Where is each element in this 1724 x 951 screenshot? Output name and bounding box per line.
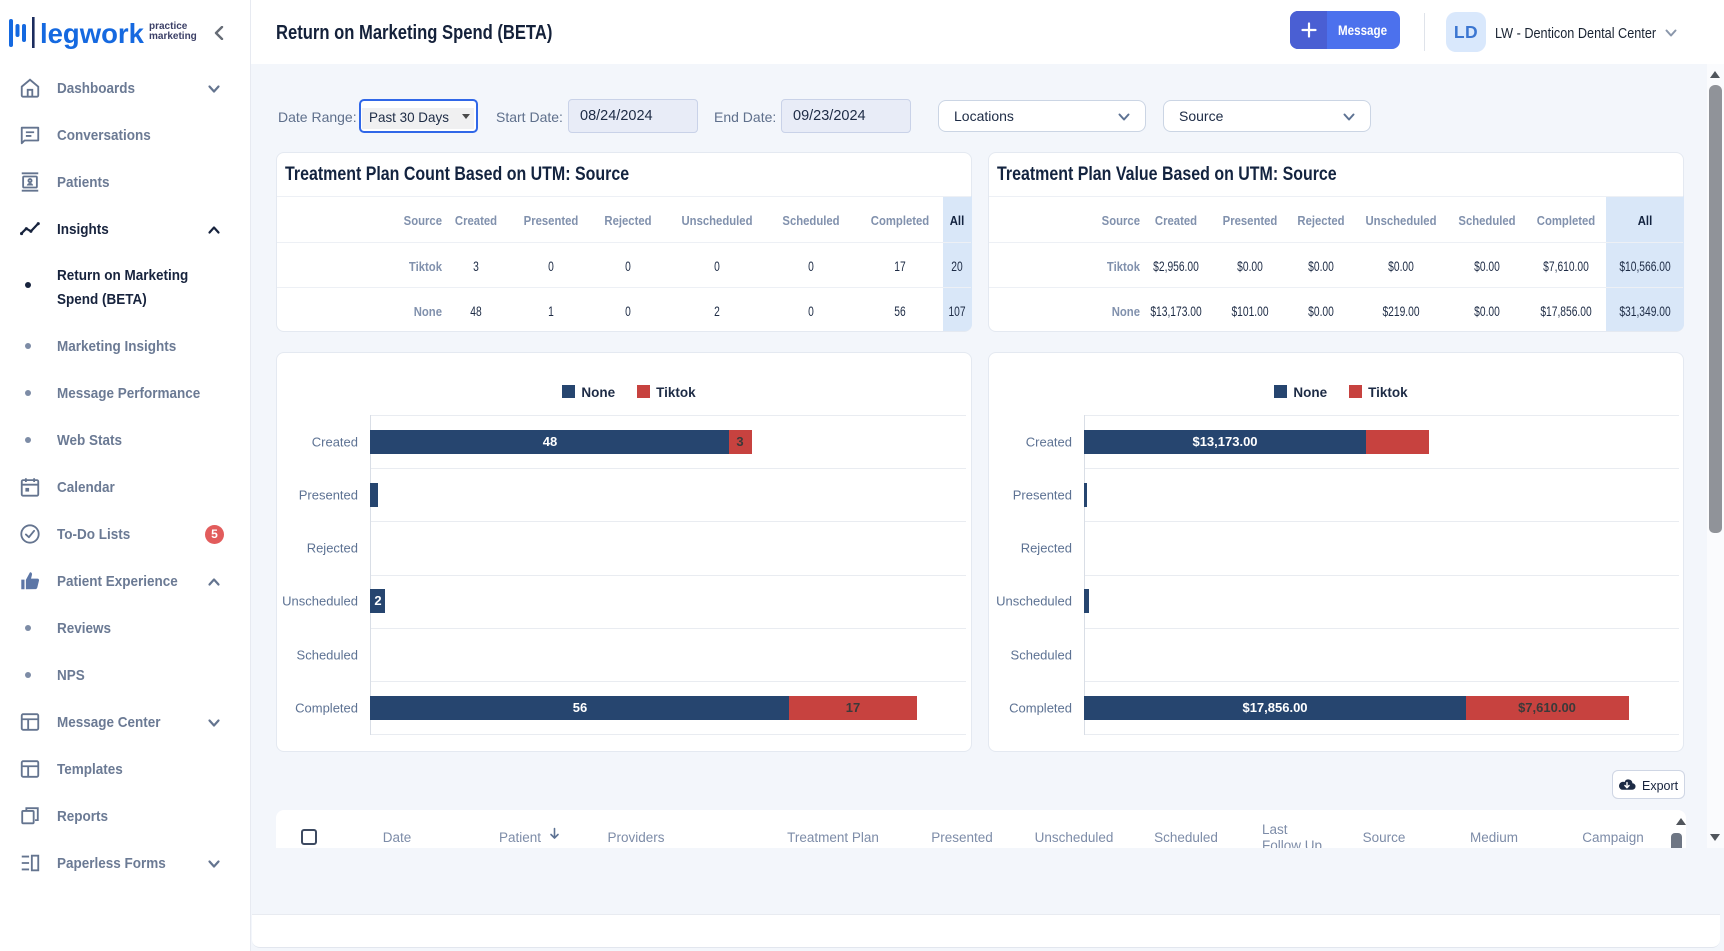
svg-text:legwork: legwork bbox=[40, 18, 145, 49]
svg-text:marketing: marketing bbox=[149, 31, 197, 42]
svg-text:practice: practice bbox=[149, 21, 188, 32]
